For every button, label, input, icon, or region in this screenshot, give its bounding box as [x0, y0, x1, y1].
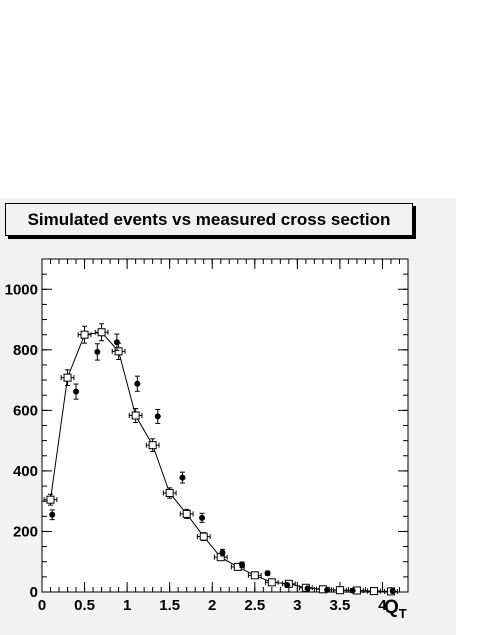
- series-1-point: [179, 508, 194, 519]
- x-tick-label: 3.5: [329, 597, 350, 614]
- x-tick-label: 3: [293, 597, 301, 614]
- open-square-marker: [335, 586, 344, 595]
- filled-circle-marker: [239, 561, 246, 568]
- x-tick-label: 4: [378, 597, 387, 614]
- y-tick-label: 400: [13, 463, 38, 480]
- x-tick-label: 1: [123, 597, 131, 614]
- filled-circle-marker: [154, 413, 161, 420]
- x-tick-label: 2: [208, 597, 216, 614]
- filled-circle-marker: [73, 388, 80, 395]
- series-2-point: [94, 343, 101, 361]
- series-2-point: [324, 586, 331, 593]
- x-tick-label: 0.5: [74, 597, 95, 614]
- filled-circle-marker: [284, 582, 291, 589]
- filled-circle-marker: [304, 585, 311, 592]
- series-2-point: [389, 588, 396, 595]
- series-1-point: [111, 342, 126, 361]
- y-tick-label: 600: [13, 402, 38, 419]
- y-tick-label: 0: [30, 584, 38, 601]
- x-axis-label-main: Q: [384, 597, 399, 618]
- series-1-point: [77, 325, 92, 344]
- open-square-marker: [114, 347, 123, 356]
- series-2-point: [219, 548, 226, 557]
- series-1-point: [94, 323, 109, 342]
- series-1-point: [128, 408, 143, 423]
- filled-circle-marker: [134, 380, 141, 387]
- filled-circle-marker: [219, 549, 226, 556]
- series-2-point: [264, 570, 271, 577]
- open-square-marker: [182, 509, 191, 518]
- open-square-marker: [148, 441, 157, 450]
- series-1-point: [333, 586, 347, 595]
- filled-circle-marker: [324, 586, 331, 593]
- series-1-point: [60, 369, 75, 387]
- series-2-point: [239, 561, 246, 568]
- x-tick-label: 0: [38, 597, 46, 614]
- x-tick-label: 2.5: [244, 597, 265, 614]
- series-2-point: [199, 512, 206, 523]
- series-2-point: [134, 375, 141, 392]
- y-tick-label: 200: [13, 523, 38, 540]
- x-axis-label-subscript: T: [399, 606, 407, 621]
- series-2-point: [154, 408, 161, 424]
- y-tick-label: 1000: [5, 281, 38, 298]
- plot-frame: [41, 258, 409, 593]
- y-tick-label: 800: [13, 342, 38, 359]
- open-square-marker: [199, 532, 208, 541]
- series-2-point: [304, 585, 311, 592]
- open-square-marker: [63, 373, 72, 382]
- series-2-point: [113, 333, 120, 351]
- open-square-marker: [46, 495, 55, 504]
- open-square-marker: [80, 330, 89, 339]
- series-1-point: [43, 493, 58, 506]
- chart-title: Simulated events vs measured cross secti…: [5, 203, 413, 236]
- series-1-point: [247, 571, 262, 580]
- data-points: [43, 323, 398, 596]
- filled-circle-marker: [389, 588, 396, 595]
- open-square-marker: [165, 489, 174, 498]
- series-2-point: [73, 383, 80, 400]
- series-2-point: [49, 509, 56, 521]
- series-1-point: [264, 578, 279, 587]
- filled-circle-marker: [349, 587, 356, 594]
- open-square-marker: [97, 328, 106, 337]
- open-square-marker: [131, 411, 140, 420]
- open-square-marker: [250, 571, 259, 580]
- filled-circle-marker: [179, 474, 186, 481]
- x-tick-label: 1.5: [159, 597, 180, 614]
- series-1-point: [196, 532, 211, 542]
- series-2-point: [179, 471, 186, 484]
- series-2-point: [284, 582, 291, 589]
- series-1-point: [367, 587, 381, 596]
- x-axis-label: QT: [384, 597, 407, 621]
- filled-circle-marker: [199, 514, 206, 521]
- series-1-point: [145, 438, 160, 453]
- axes: 0 0.5 1 1.5 2 2.5 3 3.5 4 0 200 400 600 800 1000: [5, 258, 409, 614]
- open-square-marker: [267, 578, 276, 587]
- open-square-marker: [369, 587, 378, 596]
- filled-circle-marker: [113, 339, 120, 346]
- filled-circle-marker: [94, 348, 101, 355]
- filled-circle-marker: [49, 511, 56, 518]
- filled-circle-marker: [264, 570, 271, 577]
- series-2-point: [349, 587, 356, 594]
- series-1-point: [162, 487, 177, 499]
